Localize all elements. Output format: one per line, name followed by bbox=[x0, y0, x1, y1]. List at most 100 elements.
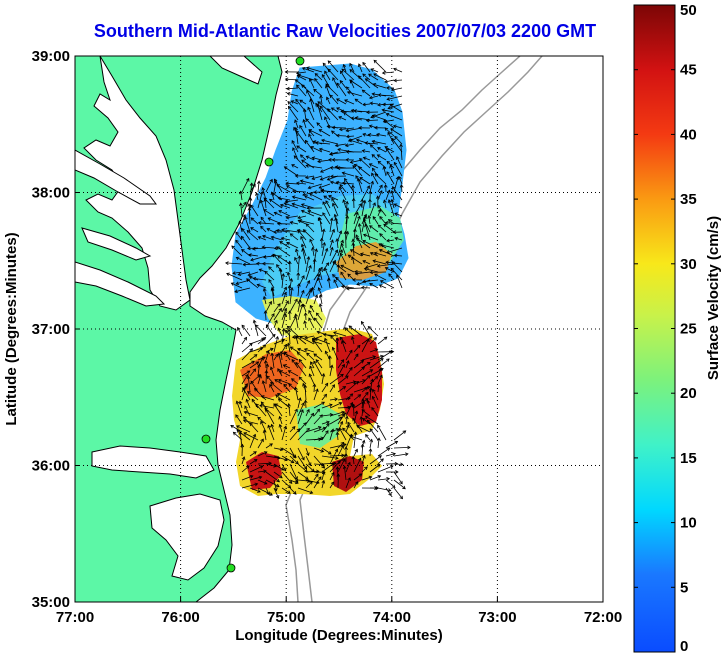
velocity-arrow bbox=[313, 455, 325, 469]
velocity-arrow bbox=[365, 434, 371, 441]
velocity-arrow bbox=[321, 229, 325, 241]
velocity-arrowhead bbox=[247, 272, 252, 277]
velocity-arrow bbox=[324, 116, 331, 129]
velocity-arrow bbox=[393, 68, 403, 73]
velocity-arrowhead bbox=[394, 135, 398, 140]
velocity-arrow bbox=[250, 227, 259, 233]
velocity-arrowhead bbox=[361, 400, 366, 405]
velocity-arrowhead bbox=[333, 213, 338, 218]
velocity-arrowhead bbox=[363, 213, 368, 218]
velocity-arrow bbox=[302, 67, 315, 73]
y-tick-label: 38:00 bbox=[32, 185, 70, 202]
velocity-arrowhead bbox=[268, 198, 273, 203]
velocity-arrowhead bbox=[305, 155, 310, 160]
velocity-arrow bbox=[344, 466, 347, 481]
velocity-arrow bbox=[353, 360, 364, 369]
velocity-arrowhead bbox=[321, 74, 326, 78]
velocity-arrowhead bbox=[305, 118, 309, 122]
velocity-arrowhead bbox=[324, 70, 328, 75]
velocity-arrow bbox=[379, 233, 387, 241]
velocity-arrow bbox=[345, 350, 353, 361]
velocity-arrow bbox=[318, 287, 323, 297]
velocity-arrowhead bbox=[402, 485, 406, 490]
velocity-arrowhead bbox=[258, 374, 262, 379]
velocity-arrow bbox=[377, 478, 390, 481]
velocity-arrow bbox=[257, 438, 264, 449]
velocity-arrowhead bbox=[330, 239, 334, 244]
velocity-arrow bbox=[241, 370, 251, 377]
velocity-arrowhead bbox=[392, 452, 396, 456]
velocity-arrow bbox=[387, 132, 395, 145]
y-tick-label: 35:00 bbox=[32, 594, 70, 611]
velocity-arrowhead bbox=[243, 432, 248, 436]
velocity-arrow bbox=[377, 438, 380, 449]
velocity-arrowhead bbox=[267, 217, 272, 221]
velocity-arrowhead bbox=[312, 258, 317, 262]
velocity-arrow bbox=[365, 263, 379, 268]
velocity-arrow bbox=[357, 178, 363, 193]
velocity-arrow bbox=[240, 236, 251, 249]
velocity-arrowhead bbox=[391, 484, 396, 489]
velocity-arrowhead bbox=[262, 344, 267, 348]
velocity-arrowhead bbox=[351, 238, 356, 243]
velocity-arrow bbox=[377, 458, 384, 465]
velocity-arrowhead bbox=[266, 228, 271, 232]
velocity-arrow bbox=[248, 271, 259, 276]
velocity-arrowhead bbox=[349, 79, 353, 83]
velocity-arrowhead bbox=[260, 225, 264, 230]
velocity-arrow bbox=[302, 191, 315, 196]
velocity-arrow bbox=[329, 428, 339, 433]
velocity-arrow bbox=[313, 274, 320, 289]
velocity-arrowhead bbox=[379, 233, 383, 237]
velocity-arrow bbox=[241, 214, 246, 225]
velocity-arrow bbox=[337, 414, 345, 425]
velocity-arrowhead bbox=[268, 279, 272, 283]
velocity-arrow bbox=[249, 487, 261, 493]
velocity-arrowhead bbox=[354, 410, 359, 415]
velocity-arrowhead bbox=[387, 105, 392, 110]
velocity-arrow bbox=[345, 231, 349, 241]
velocity-arrowhead bbox=[322, 62, 327, 67]
velocity-arrow bbox=[241, 483, 258, 489]
velocity-arrowhead bbox=[382, 102, 386, 107]
velocity-arrowhead bbox=[315, 312, 320, 317]
velocity-arrowhead bbox=[286, 86, 290, 91]
velocity-arrow bbox=[313, 463, 324, 465]
velocity-arrow bbox=[298, 359, 307, 369]
velocity-arrowhead bbox=[399, 480, 403, 485]
velocity-arrowhead bbox=[347, 273, 351, 278]
velocity-arrow bbox=[249, 368, 256, 377]
velocity-arrow bbox=[243, 416, 251, 425]
velocity-arrowhead bbox=[296, 145, 300, 149]
velocity-arrowhead bbox=[361, 149, 366, 153]
velocity-arrow bbox=[353, 394, 361, 401]
velocity-arrow bbox=[330, 181, 339, 185]
velocity-arrowhead bbox=[386, 97, 391, 101]
velocity-arrowhead bbox=[304, 139, 309, 144]
velocity-arrow bbox=[265, 351, 270, 361]
velocity-arrowhead bbox=[253, 354, 258, 358]
velocity-arrow bbox=[360, 416, 363, 425]
velocity-arrowhead bbox=[364, 386, 369, 391]
velocity-arrow bbox=[385, 487, 392, 496]
velocity-arrowhead bbox=[387, 189, 391, 194]
velocity-arrow bbox=[374, 173, 387, 185]
velocity-arrow bbox=[321, 373, 325, 385]
velocity-arrow bbox=[281, 328, 285, 345]
velocity-arrow bbox=[313, 267, 323, 281]
velocity-arrow bbox=[323, 334, 339, 337]
velocity-arrowhead bbox=[315, 388, 319, 393]
velocity-arrowhead bbox=[245, 177, 250, 182]
velocity-arrowhead bbox=[252, 246, 256, 251]
velocity-arrow bbox=[369, 455, 382, 465]
velocity-arrowhead bbox=[324, 116, 328, 121]
velocity-arrow bbox=[321, 480, 325, 489]
velocity-arrow bbox=[319, 294, 323, 305]
velocity-arrowhead bbox=[255, 403, 259, 407]
velocity-arrowhead bbox=[361, 366, 366, 371]
radar-station bbox=[295, 56, 305, 66]
velocity-arrowhead bbox=[365, 434, 369, 438]
velocity-arrowhead bbox=[330, 246, 334, 251]
velocity-arrowhead bbox=[280, 236, 285, 241]
velocity-arrow bbox=[247, 391, 259, 401]
